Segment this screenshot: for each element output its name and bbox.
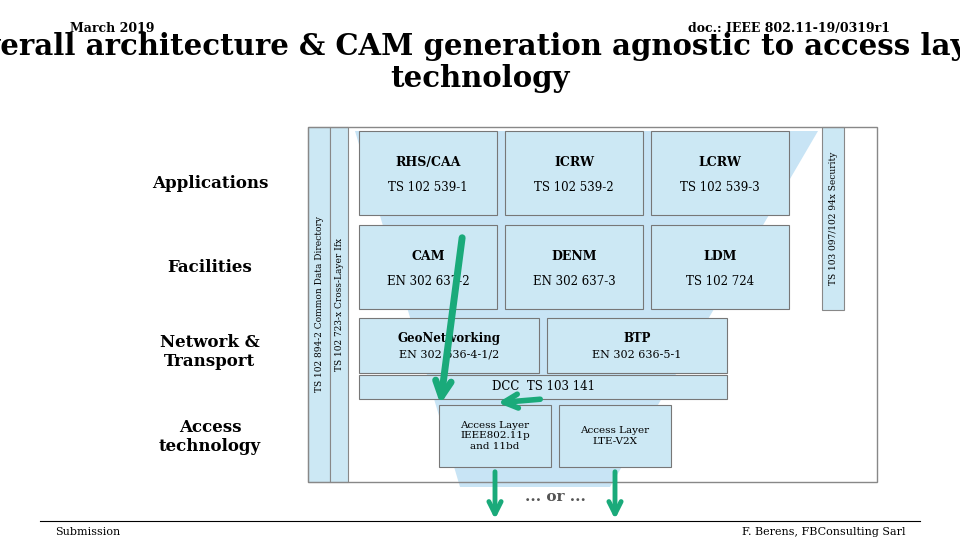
Polygon shape — [355, 131, 818, 487]
FancyBboxPatch shape — [330, 127, 348, 482]
Text: Access Layer
LTE-V2X: Access Layer LTE-V2X — [581, 426, 650, 445]
Text: RHS/CAA: RHS/CAA — [396, 157, 461, 170]
FancyBboxPatch shape — [505, 225, 643, 309]
Text: technology: technology — [391, 64, 569, 93]
FancyBboxPatch shape — [359, 318, 539, 373]
Text: TS 102 539-2: TS 102 539-2 — [534, 181, 613, 194]
FancyBboxPatch shape — [651, 131, 789, 215]
Text: TS 102 724: TS 102 724 — [686, 275, 754, 288]
FancyBboxPatch shape — [359, 225, 497, 309]
Text: Network &
Transport: Network & Transport — [160, 334, 260, 370]
Text: doc.: IEEE 802.11-19/0319r1: doc.: IEEE 802.11-19/0319r1 — [688, 22, 890, 35]
Text: ICRW: ICRW — [554, 157, 594, 170]
FancyBboxPatch shape — [559, 405, 671, 467]
FancyBboxPatch shape — [359, 375, 727, 399]
Text: LCRW: LCRW — [699, 157, 741, 170]
FancyBboxPatch shape — [505, 131, 643, 215]
FancyBboxPatch shape — [439, 405, 551, 467]
Text: EN 302 637-2: EN 302 637-2 — [387, 275, 469, 288]
Text: TS 102 723-x Cross-Layer Ifx: TS 102 723-x Cross-Layer Ifx — [334, 238, 344, 371]
Text: EN 302 637-3: EN 302 637-3 — [533, 275, 615, 288]
Text: Facilities: Facilities — [168, 260, 252, 276]
Text: EN 302 636-4-1/2: EN 302 636-4-1/2 — [398, 350, 499, 360]
Text: Overall architecture & CAM generation agnostic to access layer: Overall architecture & CAM generation ag… — [0, 32, 960, 61]
FancyBboxPatch shape — [822, 127, 844, 310]
Text: EN 302 636-5-1: EN 302 636-5-1 — [592, 350, 682, 360]
Text: Applications: Applications — [152, 174, 268, 192]
Text: DCC  TS 103 141: DCC TS 103 141 — [492, 381, 594, 394]
FancyBboxPatch shape — [308, 127, 330, 482]
Text: TS 103 097/102 94x Security: TS 103 097/102 94x Security — [828, 152, 837, 285]
Text: Access
technology: Access technology — [159, 418, 261, 455]
FancyBboxPatch shape — [547, 318, 727, 373]
Text: F. Berens, FBConsulting Sarl: F. Berens, FBConsulting Sarl — [741, 527, 905, 537]
Text: TS 102 539-3: TS 102 539-3 — [680, 181, 760, 194]
FancyBboxPatch shape — [359, 131, 497, 215]
Text: ... or ...: ... or ... — [524, 490, 586, 504]
Text: TS 102 539-1: TS 102 539-1 — [388, 181, 468, 194]
Text: LDM: LDM — [704, 251, 736, 264]
Text: Access Layer
IEEE802.11p
and 11bd: Access Layer IEEE802.11p and 11bd — [460, 421, 530, 451]
FancyBboxPatch shape — [651, 225, 789, 309]
Text: DENM: DENM — [551, 251, 597, 264]
Text: CAM: CAM — [411, 251, 444, 264]
Text: GeoNetworking: GeoNetworking — [397, 333, 500, 346]
Text: TS 102 894-2 Common Data Directory: TS 102 894-2 Common Data Directory — [315, 217, 324, 393]
Text: Submission: Submission — [55, 527, 120, 537]
Text: BTP: BTP — [623, 333, 651, 346]
Text: March 2019: March 2019 — [70, 22, 155, 35]
